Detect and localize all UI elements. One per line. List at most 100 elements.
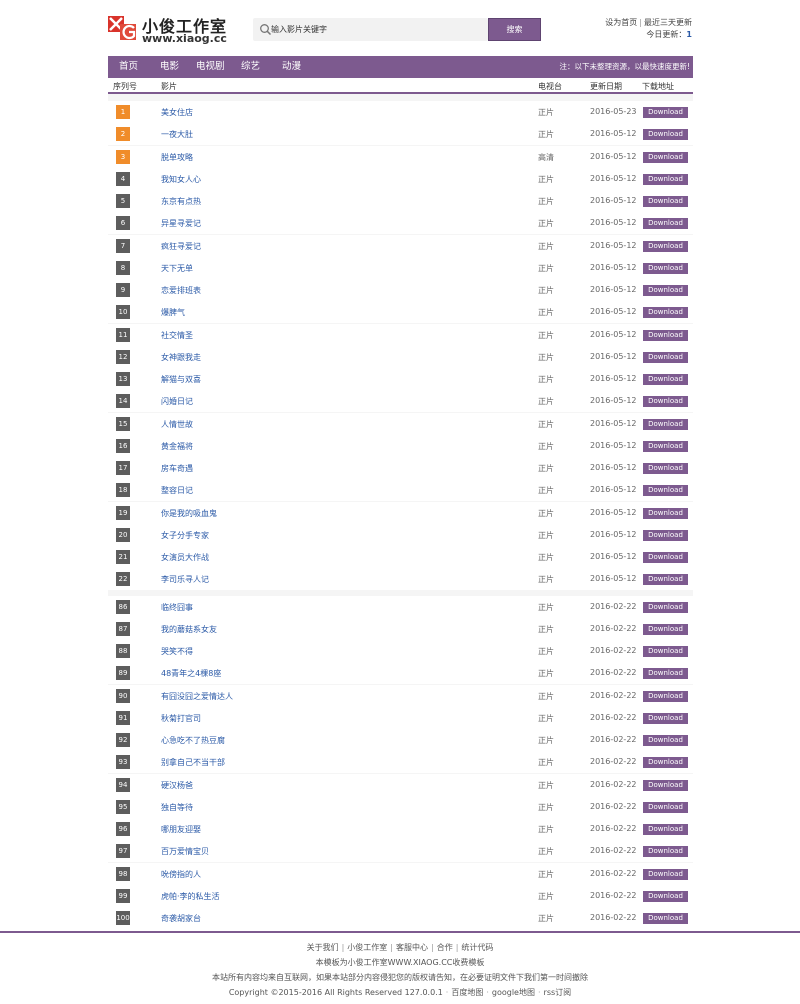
- download-button[interactable]: Download: [643, 374, 688, 385]
- download-button[interactable]: Download: [643, 646, 688, 657]
- movie-title-link[interactable]: 秋菊打官司: [161, 713, 201, 723]
- download-button[interactable]: Download: [643, 196, 688, 207]
- movie-title-link[interactable]: 奇袭胡家台: [161, 914, 201, 923]
- download-button[interactable]: Download: [643, 712, 688, 724]
- footer-link-google-map[interactable]: google地图: [491, 988, 535, 997]
- movie-title-link[interactable]: 百万爱情宝贝: [161, 847, 209, 857]
- nav-item-anime[interactable]: 动漫: [282, 61, 302, 72]
- download-button[interactable]: Download: [643, 890, 688, 902]
- movie-title-link[interactable]: 疯狂寻爱记: [161, 241, 201, 251]
- movie-title-link[interactable]: 硬汉杨爸: [161, 780, 193, 790]
- download-button[interactable]: Download: [643, 218, 688, 230]
- set-homepage-link[interactable]: 设为首页: [605, 18, 638, 27]
- download-button[interactable]: Download: [643, 396, 688, 408]
- movie-title-link[interactable]: 女子分手专家: [161, 530, 209, 540]
- movie-title-link[interactable]: 东京有点热: [161, 197, 201, 206]
- movie-title-link[interactable]: 异星寻爱记: [161, 219, 201, 229]
- movie-date: 2016-05-12: [590, 529, 637, 539]
- download-button[interactable]: Download: [643, 668, 688, 680]
- today-update-count[interactable]: 1: [686, 30, 692, 39]
- movie-title-link[interactable]: 美女住店: [161, 108, 193, 117]
- site-logo[interactable]: 小俊工作室 www.xiaog.cc: [108, 10, 258, 45]
- download-button[interactable]: Download: [643, 824, 688, 835]
- download-button[interactable]: Download: [643, 846, 688, 858]
- movie-title-link[interactable]: 独自等待: [161, 802, 193, 812]
- top-links: 设为首页 | 最近三天更新 今日更新：1: [605, 17, 692, 41]
- recent-update-link[interactable]: 最近三天更新: [644, 18, 692, 27]
- download-button[interactable]: Download: [643, 779, 688, 791]
- movie-title-link[interactable]: 房车奇遇: [161, 464, 193, 473]
- download-button[interactable]: Download: [643, 552, 688, 563]
- download-button[interactable]: Download: [643, 690, 688, 702]
- download-button[interactable]: Download: [643, 801, 688, 813]
- movie-title-link[interactable]: 哪朋友迎娶: [161, 825, 201, 834]
- download-button[interactable]: Download: [643, 485, 688, 497]
- footer-link-studio[interactable]: 小俊工作室: [347, 943, 388, 952]
- download-button[interactable]: Download: [643, 868, 688, 880]
- download-button[interactable]: Download: [643, 285, 688, 296]
- footer-link-service[interactable]: 客服中心: [396, 943, 428, 952]
- nav-item-movie[interactable]: 电影: [160, 61, 180, 72]
- download-button[interactable]: Download: [643, 262, 688, 274]
- separator: ·: [486, 988, 489, 997]
- movie-title-link[interactable]: 有囧没囧之爱情达人: [161, 691, 233, 701]
- download-button[interactable]: Download: [643, 418, 688, 430]
- download-button[interactable]: Download: [643, 574, 688, 586]
- footer-link-stats[interactable]: 统计代码: [461, 943, 494, 952]
- movie-title-link[interactable]: 女神跟我走: [161, 352, 201, 362]
- download-button[interactable]: Download: [643, 757, 688, 769]
- movie-title-link[interactable]: 临终囧事: [161, 602, 193, 612]
- movie-title-link[interactable]: 社交情圣: [161, 330, 193, 340]
- search-button[interactable]: 搜索: [488, 18, 541, 41]
- movie-title-link[interactable]: 一夜大肚: [161, 130, 193, 140]
- download-button[interactable]: Download: [643, 440, 688, 452]
- movie-title-link[interactable]: 你是我的吸血鬼: [161, 508, 217, 518]
- movie-title-link[interactable]: 爆脾气: [161, 308, 185, 318]
- movie-title-link[interactable]: 虎帕·李的私生活: [161, 891, 220, 901]
- download-button[interactable]: Download: [643, 463, 688, 474]
- movie-date: 2016-05-12: [590, 262, 637, 272]
- download-button[interactable]: Download: [643, 735, 688, 746]
- movie-title-link[interactable]: 李司乐寻人记: [161, 575, 209, 585]
- movie-title-link[interactable]: 解猫与双喜: [161, 375, 201, 384]
- movie-title-link[interactable]: 恋爱排班表: [161, 286, 201, 295]
- download-button[interactable]: Download: [643, 173, 688, 185]
- movie-title-link[interactable]: 闪婚日记: [161, 397, 193, 407]
- nav-item-variety[interactable]: 综艺: [241, 61, 261, 72]
- movie-quality: 正片: [538, 330, 554, 340]
- download-button[interactable]: Download: [643, 307, 688, 319]
- footer-link-cooperation[interactable]: 合作: [436, 943, 453, 952]
- download-button[interactable]: Download: [643, 329, 688, 341]
- movie-row: 16 黄金福将 正片 2016-05-12 Download: [108, 434, 693, 457]
- footer-link-rss[interactable]: rss订阅: [543, 988, 572, 997]
- movie-title-link[interactable]: 女演员大作战: [161, 553, 209, 562]
- footer-link-baidu-map[interactable]: 百度地图: [451, 988, 484, 997]
- download-button[interactable]: Download: [643, 151, 688, 163]
- movie-title-link[interactable]: 黄金福将: [161, 441, 193, 451]
- download-button[interactable]: Download: [643, 129, 688, 141]
- footer-link-about[interactable]: 关于我们: [306, 943, 339, 952]
- download-button[interactable]: Download: [643, 913, 688, 924]
- download-button[interactable]: Download: [643, 601, 688, 613]
- download-button[interactable]: Download: [643, 240, 688, 252]
- download-button[interactable]: Download: [643, 529, 688, 541]
- movie-title-link[interactable]: 整容日记: [161, 486, 193, 496]
- download-button[interactable]: Download: [643, 107, 688, 118]
- download-button[interactable]: Download: [643, 507, 688, 519]
- movie-title-link[interactable]: 我知女人心: [161, 174, 201, 184]
- nav-item-home[interactable]: 首页: [119, 61, 139, 72]
- movie-title-link[interactable]: 48青年之4棵8座: [161, 669, 222, 679]
- movie-title-link[interactable]: 心急吃不了热豆腐: [161, 736, 225, 745]
- movie-title-link[interactable]: 我的蘑菇系女友: [161, 624, 217, 634]
- download-button[interactable]: Download: [643, 351, 688, 363]
- movie-quality: 正片: [538, 486, 554, 496]
- movie-title-link[interactable]: 人情世故: [161, 419, 193, 429]
- search-input[interactable]: [271, 18, 485, 41]
- movie-title-link[interactable]: 吮傍指的人: [161, 869, 201, 879]
- movie-title-link[interactable]: 脱单攻略: [161, 152, 193, 162]
- download-button[interactable]: Download: [643, 623, 688, 635]
- nav-item-tv[interactable]: 电视剧: [196, 61, 225, 72]
- movie-title-link[interactable]: 天下无单: [161, 263, 193, 273]
- movie-title-link[interactable]: 别拿自己不当干部: [161, 758, 225, 768]
- movie-title-link[interactable]: 哭笑不得: [161, 647, 193, 656]
